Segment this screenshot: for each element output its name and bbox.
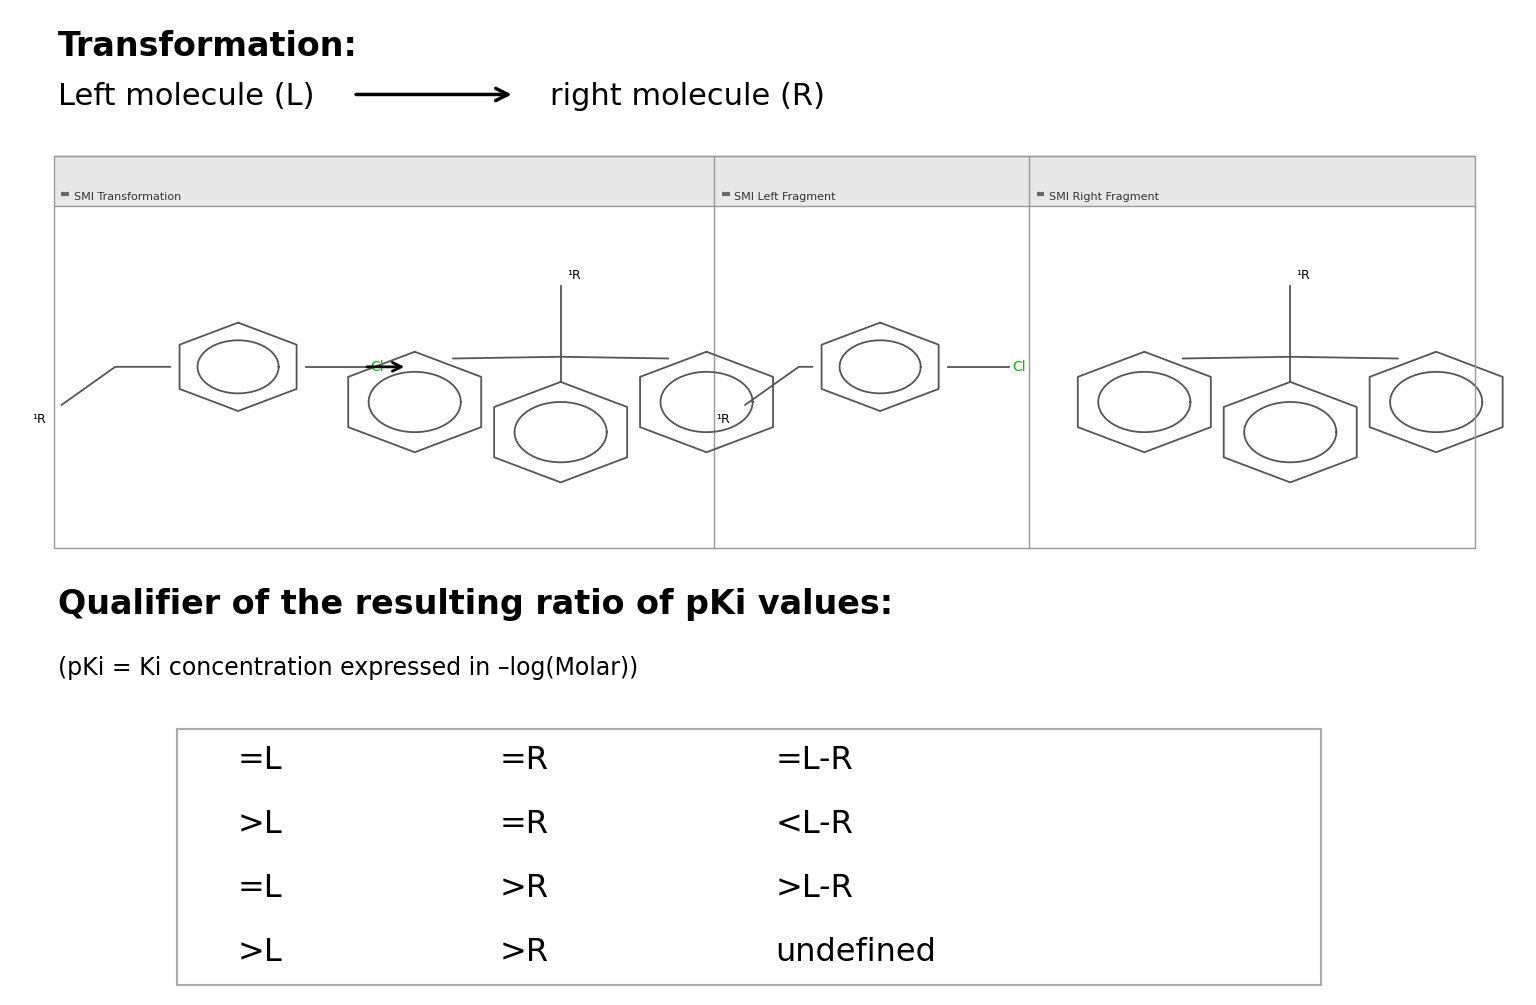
Text: =L: =L bbox=[238, 745, 283, 776]
Text: >L: >L bbox=[238, 938, 283, 969]
Text: >L-R: >L-R bbox=[776, 873, 854, 904]
Bar bbox=[54, 156, 1475, 548]
Text: ¹R: ¹R bbox=[32, 413, 46, 426]
Text: SMI Left Fragment: SMI Left Fragment bbox=[734, 192, 836, 202]
Text: ¹R: ¹R bbox=[716, 413, 730, 426]
Text: >L: >L bbox=[238, 809, 283, 840]
Text: (pKi = Ki concentration expressed in –log(Molar)): (pKi = Ki concentration expressed in –lo… bbox=[58, 656, 639, 680]
Text: =L: =L bbox=[238, 873, 283, 904]
Text: Qualifier of the resulting ratio of pKi values:: Qualifier of the resulting ratio of pKi … bbox=[58, 588, 894, 621]
Text: ¹R: ¹R bbox=[567, 269, 581, 282]
Text: SMI Transformation: SMI Transformation bbox=[74, 192, 181, 202]
Text: <L-R: <L-R bbox=[776, 809, 854, 840]
Bar bbox=[54, 156, 1475, 206]
Text: >R: >R bbox=[499, 873, 548, 904]
Text: ¹R: ¹R bbox=[1296, 269, 1310, 282]
Text: SMI Right Fragment: SMI Right Fragment bbox=[1049, 192, 1160, 202]
Bar bbox=[177, 729, 1321, 985]
Text: undefined: undefined bbox=[776, 938, 937, 969]
Text: >R: >R bbox=[499, 938, 548, 969]
Text: Cl: Cl bbox=[370, 360, 384, 374]
Text: right molecule (R): right molecule (R) bbox=[550, 82, 825, 112]
Text: Left molecule (L): Left molecule (L) bbox=[58, 82, 315, 112]
Text: Transformation:: Transformation: bbox=[58, 30, 358, 63]
Text: =L-R: =L-R bbox=[776, 745, 854, 776]
Text: Cl: Cl bbox=[1012, 360, 1026, 374]
Text: =R: =R bbox=[499, 745, 548, 776]
Text: =R: =R bbox=[499, 809, 548, 840]
